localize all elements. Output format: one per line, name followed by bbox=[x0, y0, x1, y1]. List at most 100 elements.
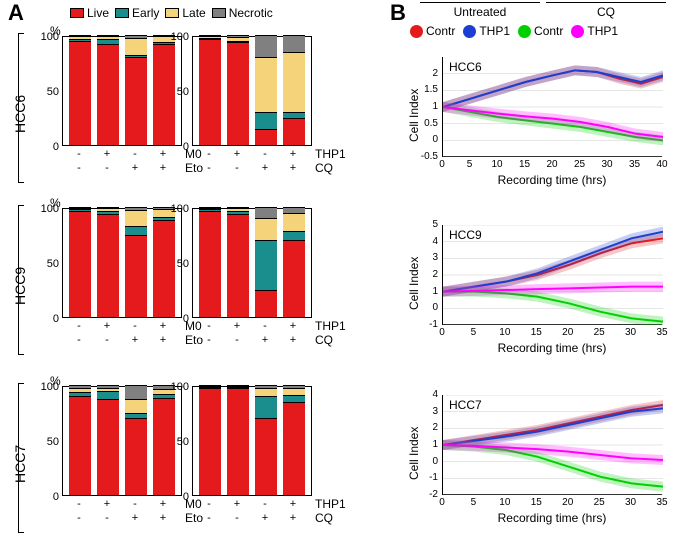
legend-swatch bbox=[70, 8, 84, 18]
condition-cell: + bbox=[223, 320, 251, 332]
xtick: 30 bbox=[623, 327, 639, 338]
condition-cell: - bbox=[251, 320, 279, 332]
ytick: -1 bbox=[414, 472, 438, 483]
row-label: HCC7 bbox=[12, 445, 28, 483]
condition-row: -+-+ bbox=[192, 320, 307, 332]
bar bbox=[69, 385, 91, 495]
condition-cell: - bbox=[121, 320, 149, 332]
xtick: 0 bbox=[434, 497, 450, 508]
condition-cell: - bbox=[65, 320, 93, 332]
bar-segment-necrotic bbox=[255, 35, 277, 57]
bar-segment-live bbox=[199, 39, 221, 145]
condition-cell: - bbox=[251, 148, 279, 160]
ytick-label: 50 bbox=[167, 258, 189, 270]
ytick: 2 bbox=[414, 269, 438, 280]
condition-cell: - bbox=[93, 162, 121, 174]
bar bbox=[227, 385, 249, 495]
bar bbox=[283, 35, 305, 145]
condition-cell: - bbox=[195, 334, 223, 346]
ytick-label: 100 bbox=[37, 203, 59, 215]
xtick: 15 bbox=[528, 327, 544, 338]
plot-area: HCC7 bbox=[442, 395, 662, 495]
condition-label: CQ bbox=[315, 333, 333, 347]
xtick: 35 bbox=[654, 497, 670, 508]
condition-cell: + bbox=[279, 498, 307, 510]
condition-cell: - bbox=[195, 512, 223, 524]
condition-row: --++ bbox=[62, 512, 177, 524]
condition-cell: + bbox=[93, 498, 121, 510]
bar bbox=[69, 35, 91, 145]
stacked-bar-chart: 050100 bbox=[192, 36, 312, 146]
condition-cell: + bbox=[149, 512, 177, 524]
legend-dot bbox=[518, 25, 531, 38]
bar-segment-live bbox=[125, 418, 147, 495]
condition-cell: - bbox=[223, 162, 251, 174]
condition-cell: + bbox=[251, 334, 279, 346]
condition-cell: + bbox=[223, 148, 251, 160]
bar-segment-live bbox=[199, 388, 221, 495]
row-label: HCC6 bbox=[12, 95, 28, 133]
line-chart: Cell IndexHCC6-0.500.511.520510152025303… bbox=[400, 52, 680, 202]
condition-cell: + bbox=[223, 498, 251, 510]
condition-label: THP1 bbox=[315, 147, 346, 161]
legend-swatch bbox=[165, 8, 179, 18]
bar-segment-live bbox=[97, 214, 119, 317]
ytick-label: 100 bbox=[167, 381, 189, 393]
condition-cell: - bbox=[195, 148, 223, 160]
xtick: 35 bbox=[627, 159, 643, 170]
bar bbox=[125, 385, 147, 495]
ytick: 1 bbox=[414, 439, 438, 450]
legend-swatch bbox=[212, 8, 226, 18]
xtick: 10 bbox=[489, 159, 505, 170]
legend-label: Contr bbox=[426, 24, 455, 38]
legend-label: THP1 bbox=[479, 24, 510, 38]
legend-item: Contr bbox=[410, 24, 455, 38]
bar-segment-live bbox=[283, 240, 305, 317]
chart-svg bbox=[443, 395, 663, 495]
condition-cell: + bbox=[149, 320, 177, 332]
ytick: 3 bbox=[414, 406, 438, 417]
ytick: 1 bbox=[414, 101, 438, 112]
ytick-label: 50 bbox=[167, 436, 189, 448]
condition-row: -+-+ bbox=[62, 148, 177, 160]
ytick-label: 0 bbox=[37, 141, 59, 153]
condition-cell: + bbox=[251, 512, 279, 524]
condition-cell: + bbox=[93, 320, 121, 332]
bar-segment-live bbox=[125, 235, 147, 318]
header-segment: CQ bbox=[546, 2, 666, 19]
bar bbox=[97, 35, 119, 145]
xtick: 25 bbox=[572, 159, 588, 170]
condition-cell: + bbox=[279, 512, 307, 524]
condition-cell: - bbox=[65, 334, 93, 346]
condition-row: -+-+ bbox=[192, 148, 307, 160]
legend-label: Early bbox=[132, 6, 159, 20]
bar-segment-necrotic bbox=[255, 207, 277, 218]
xtick: 0 bbox=[434, 159, 450, 170]
x-axis-label: Recording time (hrs) bbox=[442, 511, 662, 525]
bar-segment-early bbox=[283, 231, 305, 240]
xtick: 5 bbox=[462, 159, 478, 170]
bar bbox=[97, 207, 119, 317]
bar-segment-late bbox=[255, 388, 277, 396]
panel-b: B UntreatedCQ ContrTHP1ContrTHP1 Cell In… bbox=[390, 0, 685, 554]
x-axis-label: Recording time (hrs) bbox=[442, 173, 662, 187]
bar-segment-live bbox=[227, 214, 249, 317]
bar-segment-live bbox=[69, 41, 91, 146]
condition-row: --++ bbox=[62, 162, 177, 174]
condition-cell: + bbox=[251, 162, 279, 174]
plot-area: HCC6 bbox=[442, 57, 662, 157]
bar-segment-live bbox=[255, 418, 277, 495]
ytick-label: 50 bbox=[37, 258, 59, 270]
xtick: 25 bbox=[591, 497, 607, 508]
chart-pair: 050100050100 bbox=[62, 36, 312, 146]
bar-segment-live bbox=[255, 129, 277, 146]
bar bbox=[97, 385, 119, 495]
xtick: 20 bbox=[560, 327, 576, 338]
bar-segment-live bbox=[227, 388, 249, 495]
legend-item: Necrotic bbox=[212, 6, 273, 20]
condition-cell: + bbox=[121, 512, 149, 524]
stacked-bar-chart: 050100 bbox=[62, 208, 182, 318]
ytick: 0 bbox=[414, 134, 438, 145]
legend-label: THP1 bbox=[587, 24, 618, 38]
condition-cell: + bbox=[93, 148, 121, 160]
